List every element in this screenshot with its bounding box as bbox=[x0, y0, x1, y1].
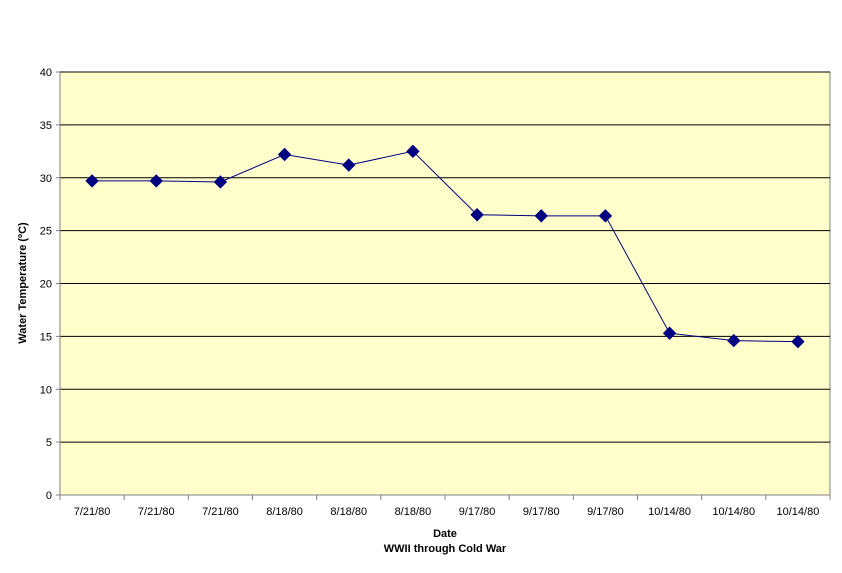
y-tick-label: 10 bbox=[40, 384, 52, 396]
y-axis-title: Water Temperature (ºC) bbox=[17, 222, 29, 344]
x-tick-labels: 7/21/80 7/21/80 7/21/80 8/18/80 8/18/80 8/18/… bbox=[74, 506, 820, 518]
y-tick-label: 25 bbox=[40, 226, 52, 238]
x-tick-label: 8/18/80 bbox=[330, 506, 367, 518]
x-axis-title: Date bbox=[433, 528, 457, 540]
y-tick-label: 35 bbox=[40, 120, 52, 132]
data-point bbox=[470, 208, 484, 222]
y-tick-label: 30 bbox=[40, 173, 52, 185]
y-tick-label: 40 bbox=[40, 67, 52, 79]
x-tick-label: 8/18/80 bbox=[266, 506, 303, 518]
series-temperature bbox=[85, 144, 805, 349]
data-point bbox=[342, 158, 356, 172]
axes bbox=[56, 71, 831, 500]
data-point bbox=[406, 144, 420, 159]
x-tick-label: 7/21/80 bbox=[138, 506, 175, 518]
y-tick-label: 20 bbox=[40, 279, 52, 291]
x-axis-subtitle: WWII through Cold War bbox=[384, 543, 507, 555]
data-point bbox=[149, 174, 163, 188]
data-point bbox=[213, 175, 228, 189]
y-tick-label: 0 bbox=[46, 490, 52, 502]
grid-lines bbox=[60, 71, 830, 443]
y-tick-labels: 0 5 10 15 20 25 30 35 40 bbox=[40, 67, 52, 502]
x-tick-label: 10/14/80 bbox=[648, 506, 691, 518]
data-point bbox=[277, 147, 292, 162]
series-line bbox=[92, 150, 798, 343]
x-tick-label: 10/14/80 bbox=[777, 506, 820, 518]
x-tick-label: 7/21/80 bbox=[74, 506, 111, 518]
data-point bbox=[791, 334, 805, 349]
data-point bbox=[534, 209, 548, 223]
y-tick-label: 15 bbox=[40, 331, 52, 343]
x-tick-label: 8/18/80 bbox=[395, 506, 432, 518]
x-tick-label: 9/17/80 bbox=[459, 506, 496, 518]
data-point bbox=[727, 333, 741, 348]
x-tick-label: 10/14/80 bbox=[712, 506, 755, 518]
data-point bbox=[662, 326, 677, 340]
x-tick-label: 9/17/80 bbox=[587, 506, 624, 518]
data-point bbox=[598, 209, 613, 223]
data-point bbox=[85, 174, 99, 188]
x-tick-label: 9/17/80 bbox=[523, 506, 560, 518]
y-tick-label: 5 bbox=[46, 437, 52, 449]
x-tick-label: 7/21/80 bbox=[202, 506, 239, 518]
